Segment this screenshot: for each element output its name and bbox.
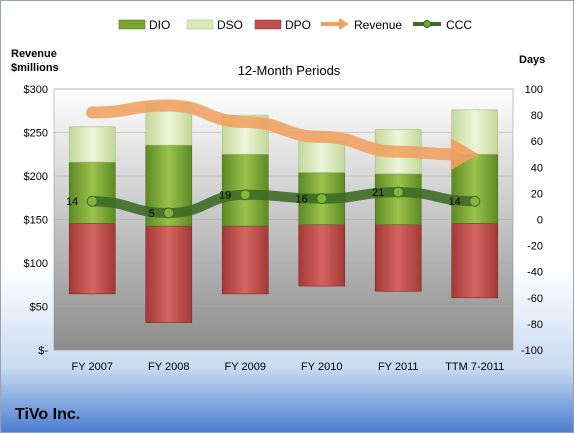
- ccc-data-label: 14: [449, 196, 461, 208]
- right-tick-label: -20: [527, 241, 543, 253]
- left-tick-label: $100: [24, 258, 48, 270]
- ccc-point: [163, 207, 175, 219]
- ccc-point: [469, 195, 481, 207]
- legend: DIO DSO DPO Revenue CCC: [118, 18, 472, 32]
- legend-arrow-icon: [321, 18, 349, 30]
- bar-dpo: [221, 225, 269, 295]
- category-label: TTM 7-2011: [445, 361, 504, 373]
- right-tick-label: -60: [527, 293, 543, 305]
- legend-swatch-dio: [118, 19, 146, 30]
- bar-dpo: [145, 225, 193, 323]
- right-tick-label: 0: [537, 215, 543, 227]
- legend-swatch-dso: [186, 19, 214, 30]
- ccc-line: [87, 187, 480, 218]
- revenue-arrowhead: [450, 138, 479, 171]
- right-tick-label: 60: [531, 136, 543, 148]
- category-label: FY 2010: [301, 361, 342, 373]
- company-name: TiVo Inc.: [15, 406, 81, 423]
- revenue-line: [86, 99, 459, 161]
- legend-label-ccc: CCC: [446, 18, 472, 32]
- chart-title: 12-Month Periods: [238, 63, 341, 78]
- left-tick-label: $50: [30, 302, 48, 314]
- bar-dpo: [68, 223, 116, 295]
- bar-dso: [298, 140, 346, 173]
- ccc-data-label: 21: [372, 187, 384, 199]
- bar-dpo: [298, 224, 346, 287]
- bar-dpo: [451, 223, 499, 299]
- left-axis-label-line1: Revenue: [11, 48, 57, 60]
- category-label: FY 2009: [225, 361, 266, 373]
- ccc-point: [239, 189, 251, 201]
- category-label: FY 2008: [148, 361, 189, 373]
- right-tick-label: -100: [521, 345, 543, 357]
- left-tick-label: $200: [24, 171, 48, 183]
- ccc-data-label: 19: [219, 190, 231, 202]
- right-tick-label: 40: [531, 162, 543, 174]
- ccc-point: [86, 195, 98, 207]
- legend-label-dso: DSO: [217, 18, 243, 32]
- left-tick-label: $-: [38, 345, 48, 357]
- legend-label-dio: DIO: [149, 18, 170, 32]
- legend-label-dpo: DPO: [285, 18, 311, 32]
- left-axis-label-line2: $millions: [11, 62, 59, 74]
- ccc-point: [392, 186, 404, 198]
- category-label: FY 2011: [378, 361, 419, 373]
- bar-dio: [451, 153, 499, 224]
- right-tick-label: 80: [531, 110, 543, 122]
- left-tick-label: $250: [24, 128, 48, 140]
- bar-dso: [68, 126, 116, 163]
- right-tick-label: 100: [525, 84, 543, 96]
- right-axis-label: Days: [519, 54, 545, 66]
- legend-dot-icon: [413, 20, 441, 28]
- bar-dpo: [374, 224, 422, 292]
- legend-label-revenue: Revenue: [354, 18, 402, 32]
- left-tick-label: $300: [24, 84, 48, 96]
- bar-dio: [374, 173, 422, 226]
- bar-dio: [68, 161, 116, 224]
- ccc-data-label: 5: [149, 208, 155, 220]
- left-tick-label: $150: [24, 215, 48, 227]
- legend-swatch-dpo: [254, 19, 282, 30]
- ccc-data-label: 16: [296, 194, 308, 206]
- ccc-point: [316, 193, 328, 205]
- right-tick-label: -80: [527, 319, 543, 331]
- right-tick-label: -40: [527, 267, 543, 279]
- right-tick-label: 20: [531, 188, 543, 200]
- ccc-data-label: 14: [66, 196, 78, 208]
- category-label: FY 2007: [72, 361, 113, 373]
